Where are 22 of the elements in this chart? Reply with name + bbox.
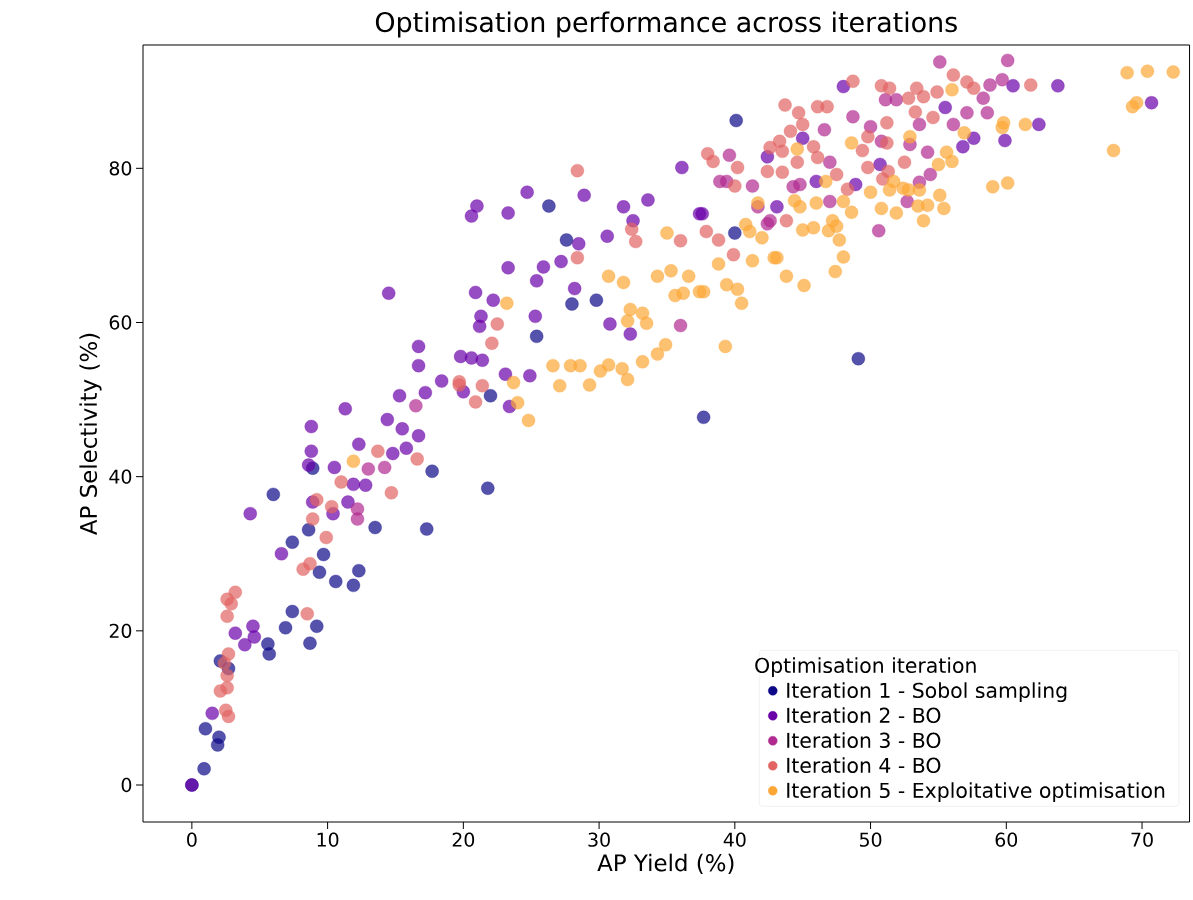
y-tick-label: 0	[121, 777, 132, 793]
y-tick-label: 60	[109, 315, 132, 330]
chart-title: Optimisation performance across iterations	[375, 11, 957, 38]
x-tick-label: 10	[317, 832, 339, 847]
y-tick-label: 20	[109, 623, 132, 638]
x-tick-label: 30	[588, 832, 610, 847]
x-tick-label: 0	[187, 832, 197, 847]
y-tick-label: 40	[109, 469, 132, 484]
x-tick-label: 60	[995, 832, 1018, 847]
x-tick-label: 40	[723, 832, 746, 847]
y-axis-title: AP Selectivity (%)	[79, 333, 102, 535]
legend-label: Iteration 5 - Exploitative optimisation	[787, 782, 1165, 803]
legend-title: Optimisation iteration	[755, 657, 976, 678]
legend-label: Iteration 2 - BO	[787, 707, 941, 724]
x-axis-title: AP Yield (%)	[597, 853, 734, 875]
legend-label: Iteration 1 - Sobol sampling	[787, 682, 1067, 703]
x-tick-label: 50	[859, 832, 882, 847]
legend-label: Iteration 3 - BO	[787, 732, 941, 749]
x-tick-label: 20	[452, 832, 475, 847]
legend-label: Iteration 4 - BO	[787, 757, 941, 774]
y-tick-label: 80	[109, 161, 132, 176]
x-tick-label: 70	[1131, 832, 1153, 847]
